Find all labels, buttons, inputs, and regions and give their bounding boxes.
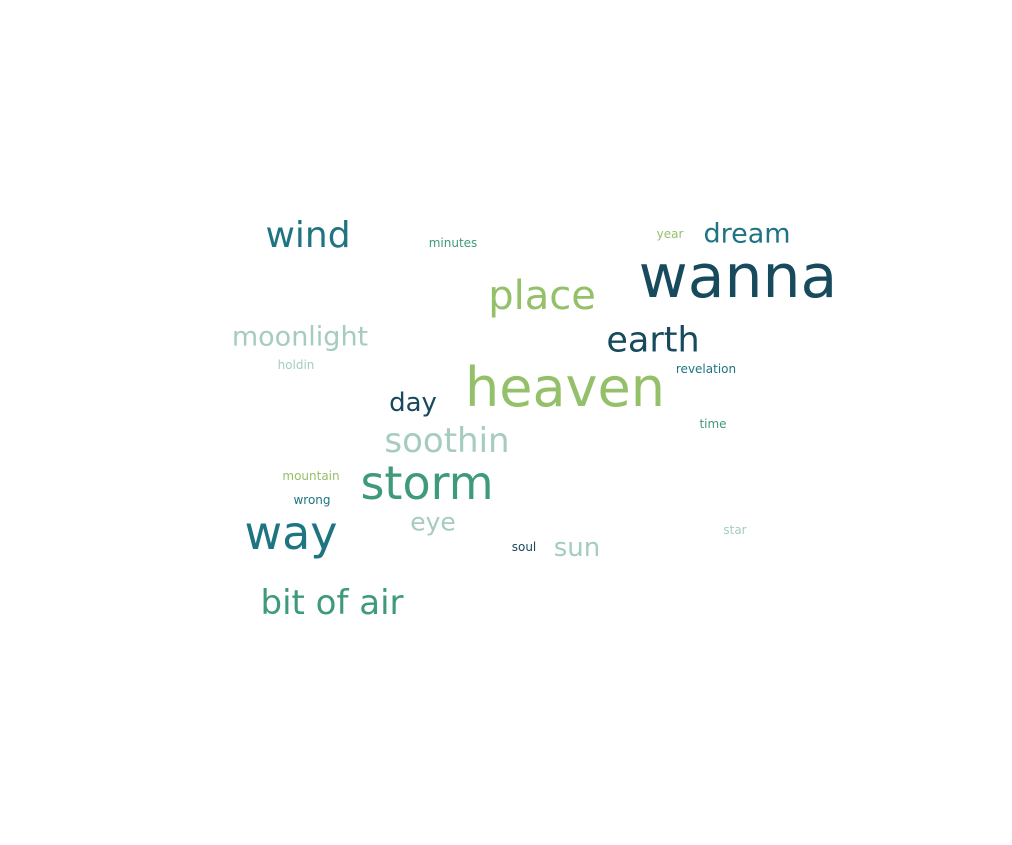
- word-wind: wind: [265, 215, 351, 256]
- word-place: place: [488, 273, 596, 319]
- word-bit-of-air: bit of air: [260, 583, 404, 623]
- word-soul: soul: [511, 540, 537, 554]
- word-soothin: soothin: [384, 421, 510, 461]
- word-time: time: [699, 417, 727, 431]
- word-earth: earth: [606, 320, 700, 361]
- word-moonlight: moonlight: [231, 321, 369, 353]
- word-revelation: revelation: [675, 362, 737, 376]
- word-eye: eye: [410, 507, 456, 537]
- word-storm: storm: [360, 456, 494, 510]
- word-way: way: [244, 506, 338, 560]
- word-minutes: minutes: [428, 236, 478, 250]
- word-holdin: holdin: [277, 358, 315, 372]
- word-day: day: [389, 388, 437, 418]
- word-dream: dream: [703, 218, 791, 250]
- word-heaven: heaven: [465, 356, 665, 419]
- word-wanna: wanna: [638, 242, 838, 312]
- word-year: year: [656, 227, 684, 241]
- word-star: star: [723, 523, 747, 537]
- word-sun: sun: [553, 533, 601, 563]
- word-wrong: wrong: [293, 493, 331, 507]
- word-mountain: mountain: [282, 469, 340, 483]
